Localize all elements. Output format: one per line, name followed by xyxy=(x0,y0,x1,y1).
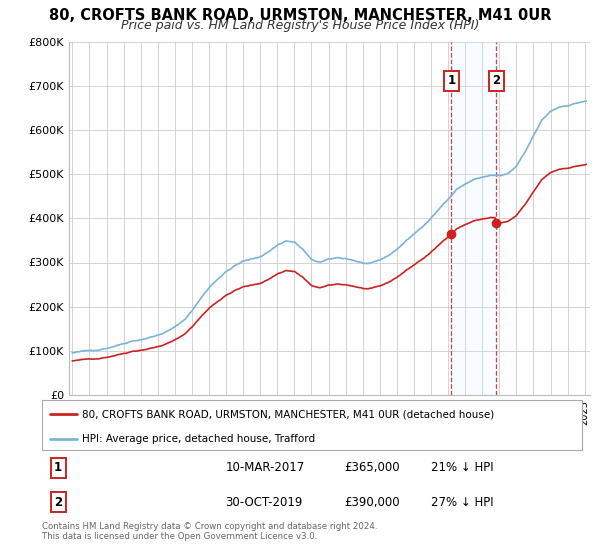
Text: 1: 1 xyxy=(447,74,455,87)
Text: 21% ↓ HPI: 21% ↓ HPI xyxy=(431,461,493,474)
Text: 80, CROFTS BANK ROAD, URMSTON, MANCHESTER, M41 0UR (detached house): 80, CROFTS BANK ROAD, URMSTON, MANCHESTE… xyxy=(83,409,495,419)
Text: 10-MAR-2017: 10-MAR-2017 xyxy=(226,461,305,474)
Text: 2: 2 xyxy=(54,496,62,508)
Text: Price paid vs. HM Land Registry's House Price Index (HPI): Price paid vs. HM Land Registry's House … xyxy=(121,19,479,32)
Bar xyxy=(451,42,496,395)
Text: Contains HM Land Registry data © Crown copyright and database right 2024.
This d: Contains HM Land Registry data © Crown c… xyxy=(42,522,377,542)
Text: 27% ↓ HPI: 27% ↓ HPI xyxy=(431,496,493,508)
Text: £365,000: £365,000 xyxy=(344,461,400,474)
Text: £390,000: £390,000 xyxy=(344,496,400,508)
Text: 1: 1 xyxy=(54,461,62,474)
Text: 2: 2 xyxy=(493,74,500,87)
Text: 80, CROFTS BANK ROAD, URMSTON, MANCHESTER, M41 0UR: 80, CROFTS BANK ROAD, URMSTON, MANCHESTE… xyxy=(49,8,551,24)
Text: HPI: Average price, detached house, Trafford: HPI: Average price, detached house, Traf… xyxy=(83,434,316,444)
Text: 30-OCT-2019: 30-OCT-2019 xyxy=(226,496,303,508)
